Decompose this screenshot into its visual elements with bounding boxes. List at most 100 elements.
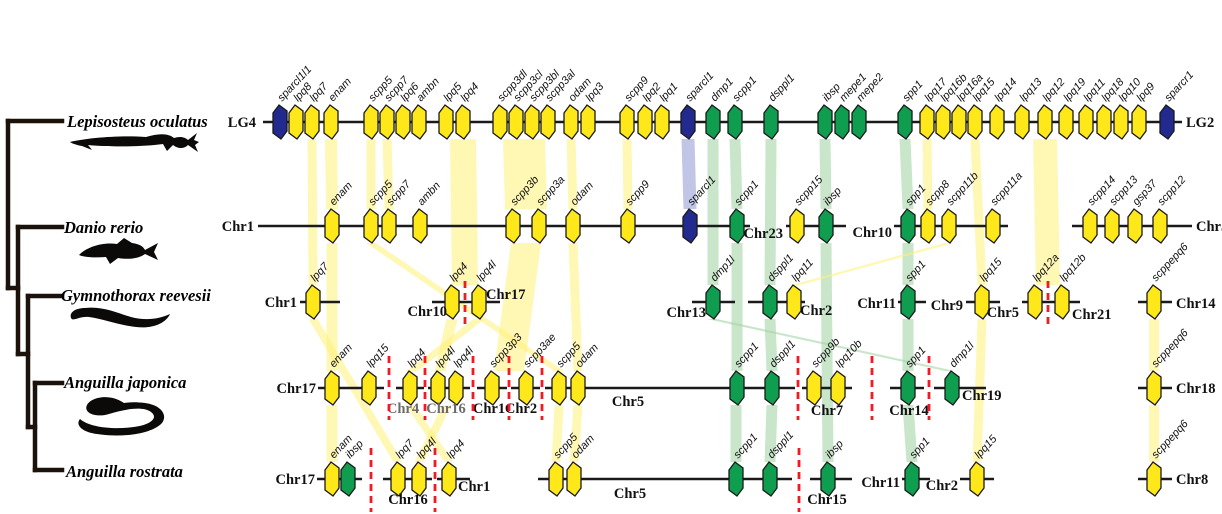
gene-lpq3 bbox=[580, 104, 596, 140]
gene-scpp7 bbox=[379, 104, 395, 140]
gene-spp1 bbox=[900, 370, 916, 406]
gene-lpq4l bbox=[448, 370, 464, 406]
gene-dsppl1 bbox=[763, 104, 779, 140]
gene-lpq15 bbox=[361, 370, 377, 406]
chromosome-label: Chr7 bbox=[811, 403, 843, 419]
gene-scpp3b bbox=[505, 208, 521, 244]
gene-lpq12 bbox=[1037, 104, 1053, 140]
chromosome-label: Chr2 bbox=[926, 478, 958, 494]
gene-enam bbox=[324, 370, 340, 406]
gene-scpp3cl bbox=[508, 104, 524, 140]
gene-enam bbox=[323, 104, 339, 140]
gene-scpp9b bbox=[806, 370, 822, 406]
chromosome-label: Chr23 bbox=[744, 226, 783, 242]
synteny-ribbon bbox=[970, 139, 987, 285]
gene-scpp5 bbox=[548, 461, 564, 497]
gene-dsppl1 bbox=[764, 370, 780, 406]
synteny-ribbon bbox=[494, 243, 541, 371]
chromosome-label: Chr17 bbox=[486, 287, 525, 303]
chromosome-label: Chr17 bbox=[277, 381, 316, 397]
synteny-ribbon bbox=[568, 243, 583, 371]
gene-odam bbox=[565, 208, 581, 244]
gene-odam bbox=[566, 461, 582, 497]
gene-sparcr1 bbox=[1159, 104, 1175, 140]
synteny-ribbon bbox=[1033, 139, 1060, 285]
synteny-ribbon bbox=[308, 319, 403, 462]
chromosome-label: Chr21 bbox=[1072, 307, 1111, 323]
chromosome-label: Chr2 bbox=[505, 401, 537, 417]
gene-sparcl1l1 bbox=[272, 104, 288, 140]
gene-lpq5 bbox=[438, 104, 454, 140]
gene-lpq18 bbox=[1096, 104, 1112, 140]
gene-ibsp bbox=[818, 208, 834, 244]
synteny-ribbon bbox=[730, 405, 742, 462]
gene-lpq13 bbox=[1014, 104, 1030, 140]
chromosome-label: Chr17 bbox=[276, 472, 315, 488]
synteny-ribbon bbox=[681, 139, 697, 209]
chromosome-label: Chr5 bbox=[987, 305, 1019, 321]
gene-lpq4 bbox=[455, 104, 471, 140]
gene-lpq16b bbox=[935, 104, 951, 140]
fish-silhouette-gar bbox=[70, 133, 199, 152]
gene-scpp5 bbox=[363, 208, 379, 244]
gene-lpq2 bbox=[637, 104, 653, 140]
chromosome-label: Chr5 bbox=[1196, 219, 1222, 235]
gene-scpp1 bbox=[727, 104, 743, 140]
gene-scpp3dl bbox=[492, 104, 508, 140]
gene-lpq8 bbox=[288, 104, 304, 140]
synteny-ribbon bbox=[551, 405, 564, 462]
gene-ambn bbox=[411, 104, 427, 140]
chromosome-label: Chr1 bbox=[458, 479, 490, 495]
synteny-ribbon bbox=[569, 405, 583, 462]
synteny-ribbon bbox=[1149, 319, 1159, 371]
gene-scpp9 bbox=[619, 104, 635, 140]
chromosome-label: Chr15 bbox=[807, 492, 846, 508]
synteny-ribbon bbox=[764, 405, 778, 462]
gene-lpq4l bbox=[411, 461, 427, 497]
gene-scpp3ae bbox=[518, 370, 534, 406]
chromosome-label: LG2 bbox=[1186, 115, 1214, 131]
gene-lpq7 bbox=[390, 461, 406, 497]
chromosome-label: Chr18 bbox=[1176, 381, 1215, 397]
synteny-ribbon bbox=[366, 139, 376, 209]
gene-scpp1 bbox=[729, 208, 745, 244]
synteny-ribbon bbox=[899, 139, 914, 209]
gene-lpq4 bbox=[444, 284, 460, 320]
species-label: Danio rerio bbox=[63, 218, 143, 237]
chromosome-label: Chr4 bbox=[387, 401, 419, 417]
gene-lpq17 bbox=[919, 104, 935, 140]
gene-spp1 bbox=[904, 461, 920, 497]
gene-lpq19 bbox=[1058, 104, 1074, 140]
gene-lpq15 bbox=[967, 104, 983, 140]
gene-scpp8 bbox=[920, 208, 936, 244]
gene-scpp3p3 bbox=[484, 370, 500, 406]
synteny-ribbon bbox=[820, 243, 834, 462]
synteny-ribbon bbox=[1149, 405, 1159, 462]
gene-enam bbox=[324, 208, 340, 244]
gene-scpp12 bbox=[1152, 208, 1168, 244]
synteny-ribbon bbox=[729, 139, 743, 209]
synteny-ribbon bbox=[731, 243, 743, 371]
chromosome-label: Chr19 bbox=[962, 388, 1001, 404]
gene-scppepq6 bbox=[1146, 461, 1162, 497]
synteny-ribbon bbox=[307, 139, 318, 285]
gene-lpq4l bbox=[430, 370, 446, 406]
gene-lpq4 bbox=[402, 370, 418, 406]
gene-spp1 bbox=[897, 104, 913, 140]
gene-lpq15 bbox=[974, 284, 990, 320]
chromosome-label: Chr13 bbox=[667, 305, 706, 321]
gene-enam bbox=[324, 461, 340, 497]
species-label: Anguilla japonica bbox=[63, 373, 186, 392]
synteny-ribbon bbox=[791, 243, 954, 285]
gene-spp1 bbox=[900, 208, 916, 244]
synteny-ribbon bbox=[414, 405, 452, 462]
gene-scpp13 bbox=[1104, 208, 1120, 244]
gene-scppepq6 bbox=[1146, 370, 1162, 406]
gene-ibsp bbox=[820, 461, 836, 497]
gene-lpq1 bbox=[654, 104, 670, 140]
chromosome-label: Chr2 bbox=[800, 303, 832, 319]
gene-scpp5 bbox=[363, 104, 379, 140]
synteny-ribbon bbox=[325, 139, 338, 209]
synteny-ribbon bbox=[450, 139, 478, 285]
gene-dsppl1 bbox=[762, 461, 778, 497]
